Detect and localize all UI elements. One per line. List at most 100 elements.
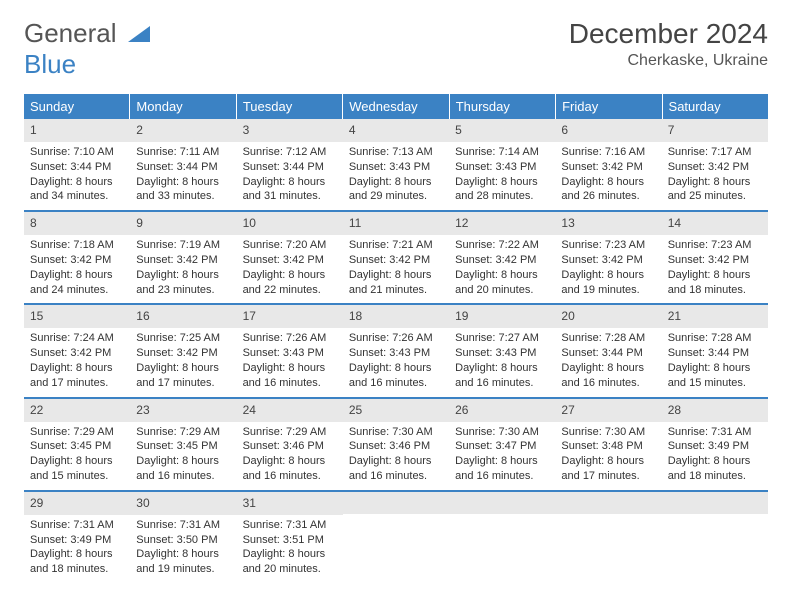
- day-number: 18: [349, 309, 362, 323]
- weekday-header: Thursday: [450, 94, 556, 119]
- empty-day-cell: [449, 492, 555, 583]
- daylight-text-1: Daylight: 8 hours: [349, 268, 443, 283]
- day-cell: 15Sunrise: 7:24 AMSunset: 3:42 PMDayligh…: [24, 305, 130, 396]
- day-body: Sunrise: 7:28 AMSunset: 3:44 PMDaylight:…: [555, 331, 661, 390]
- day-number: 31: [243, 496, 256, 510]
- sunrise-text: Sunrise: 7:27 AM: [455, 331, 549, 346]
- empty-day-cell: [555, 492, 661, 583]
- daylight-text-2: and 20 minutes.: [455, 283, 549, 298]
- day-body: Sunrise: 7:24 AMSunset: 3:42 PMDaylight:…: [24, 331, 130, 390]
- sunset-text: Sunset: 3:42 PM: [30, 253, 124, 268]
- daylight-text-1: Daylight: 8 hours: [561, 268, 655, 283]
- sunset-text: Sunset: 3:42 PM: [136, 346, 230, 361]
- weekday-header: Friday: [556, 94, 662, 119]
- sunrise-text: Sunrise: 7:30 AM: [561, 425, 655, 440]
- day-number-bar: 17: [237, 305, 343, 328]
- month-title: December 2024: [569, 18, 768, 50]
- sunrise-text: Sunrise: 7:21 AM: [349, 238, 443, 253]
- daylight-text-1: Daylight: 8 hours: [668, 361, 762, 376]
- day-number: 12: [455, 216, 468, 230]
- sunrise-text: Sunrise: 7:11 AM: [136, 145, 230, 160]
- sunset-text: Sunset: 3:49 PM: [30, 533, 124, 548]
- daylight-text-1: Daylight: 8 hours: [349, 175, 443, 190]
- daylight-text-1: Daylight: 8 hours: [455, 268, 549, 283]
- day-number: 23: [136, 403, 149, 417]
- day-body: Sunrise: 7:17 AMSunset: 3:42 PMDaylight:…: [662, 145, 768, 204]
- day-body: Sunrise: 7:10 AMSunset: 3:44 PMDaylight:…: [24, 145, 130, 204]
- sunrise-text: Sunrise: 7:22 AM: [455, 238, 549, 253]
- day-cell: 7 Sunrise: 7:17 AMSunset: 3:42 PMDaylight…: [662, 119, 768, 210]
- day-number-bar: 26: [449, 399, 555, 422]
- daylight-text-2: and 16 minutes.: [561, 376, 655, 391]
- day-number: 20: [561, 309, 574, 323]
- sunrise-text: Sunrise: 7:31 AM: [136, 518, 230, 533]
- day-number: 5: [455, 123, 462, 137]
- empty-day-cell: [662, 492, 768, 583]
- daylight-text-2: and 19 minutes.: [136, 562, 230, 577]
- sunset-text: Sunset: 3:47 PM: [455, 439, 549, 454]
- day-cell: 3Sunrise: 7:12 AMSunset: 3:44 PMDaylight…: [237, 119, 343, 210]
- daylight-text-2: and 18 minutes.: [668, 283, 762, 298]
- day-number-bar: 3: [237, 119, 343, 142]
- weekday-header: Wednesday: [343, 94, 449, 119]
- day-cell: 12Sunrise: 7:22 AMSunset: 3:42 PMDayligh…: [449, 212, 555, 303]
- day-number-bar: 14: [662, 212, 768, 235]
- sunrise-text: Sunrise: 7:29 AM: [136, 425, 230, 440]
- day-number-bar: 11: [343, 212, 449, 235]
- location-label: Cherkaske, Ukraine: [569, 52, 768, 70]
- sunset-text: Sunset: 3:46 PM: [349, 439, 443, 454]
- day-number: 22: [30, 403, 43, 417]
- week-row: 29Sunrise: 7:31 AMSunset: 3:49 PMDayligh…: [24, 492, 768, 583]
- day-number: 3: [243, 123, 250, 137]
- day-cell: 22Sunrise: 7:29 AMSunset: 3:45 PMDayligh…: [24, 399, 130, 490]
- sunset-text: Sunset: 3:42 PM: [561, 160, 655, 175]
- daylight-text-1: Daylight: 8 hours: [243, 547, 337, 562]
- day-number-bar: 8: [24, 212, 130, 235]
- sunrise-text: Sunrise: 7:26 AM: [243, 331, 337, 346]
- day-body: Sunrise: 7:28 AMSunset: 3:44 PMDaylight:…: [662, 331, 768, 390]
- day-number-bar: 24: [237, 399, 343, 422]
- weekday-header-row: SundayMondayTuesdayWednesdayThursdayFrid…: [24, 94, 768, 119]
- daylight-text-1: Daylight: 8 hours: [136, 454, 230, 469]
- day-number: 10: [243, 216, 256, 230]
- day-number-bar: 1: [24, 119, 130, 142]
- day-body: Sunrise: 7:31 AMSunset: 3:49 PMDaylight:…: [24, 518, 130, 577]
- daylight-text-2: and 16 minutes.: [243, 376, 337, 391]
- day-number-bar: 23: [130, 399, 236, 422]
- daylight-text-2: and 23 minutes.: [136, 283, 230, 298]
- week-row: 1 Sunrise: 7:10 AMSunset: 3:44 PMDaylight…: [24, 119, 768, 212]
- day-number-bar: [662, 492, 768, 514]
- daylight-text-2: and 17 minutes.: [30, 376, 124, 391]
- daylight-text-2: and 15 minutes.: [668, 376, 762, 391]
- sunrise-text: Sunrise: 7:23 AM: [561, 238, 655, 253]
- day-body: Sunrise: 7:13 AMSunset: 3:43 PMDaylight:…: [343, 145, 449, 204]
- daylight-text-2: and 16 minutes.: [349, 376, 443, 391]
- day-number-bar: 22: [24, 399, 130, 422]
- daylight-text-1: Daylight: 8 hours: [668, 175, 762, 190]
- day-number-bar: 13: [555, 212, 661, 235]
- day-number: 1: [30, 123, 37, 137]
- sunset-text: Sunset: 3:44 PM: [136, 160, 230, 175]
- daylight-text-2: and 18 minutes.: [668, 469, 762, 484]
- day-number-bar: 31: [237, 492, 343, 515]
- empty-day-cell: [343, 492, 449, 583]
- day-cell: 19Sunrise: 7:27 AMSunset: 3:43 PMDayligh…: [449, 305, 555, 396]
- sunset-text: Sunset: 3:43 PM: [243, 346, 337, 361]
- daylight-text-1: Daylight: 8 hours: [561, 454, 655, 469]
- daylight-text-1: Daylight: 8 hours: [668, 268, 762, 283]
- week-row: 15Sunrise: 7:24 AMSunset: 3:42 PMDayligh…: [24, 305, 768, 398]
- day-number: 7: [668, 123, 675, 137]
- daylight-text-2: and 17 minutes.: [136, 376, 230, 391]
- day-number: 29: [30, 496, 43, 510]
- daylight-text-2: and 21 minutes.: [349, 283, 443, 298]
- sunrise-text: Sunrise: 7:26 AM: [349, 331, 443, 346]
- daylight-text-1: Daylight: 8 hours: [30, 454, 124, 469]
- sunrise-text: Sunrise: 7:13 AM: [349, 145, 443, 160]
- day-body: Sunrise: 7:21 AMSunset: 3:42 PMDaylight:…: [343, 238, 449, 297]
- day-cell: 29 Sunrise: 7:31 AMSunset: 3:49 PMDayligh…: [24, 492, 130, 583]
- daylight-text-2: and 16 minutes.: [455, 376, 549, 391]
- day-number: 4: [349, 123, 356, 137]
- day-number-bar: 4: [343, 119, 449, 142]
- day-number: 14: [668, 216, 681, 230]
- day-cell: 27Sunrise: 7:30 AMSunset: 3:48 PMDayligh…: [555, 399, 661, 490]
